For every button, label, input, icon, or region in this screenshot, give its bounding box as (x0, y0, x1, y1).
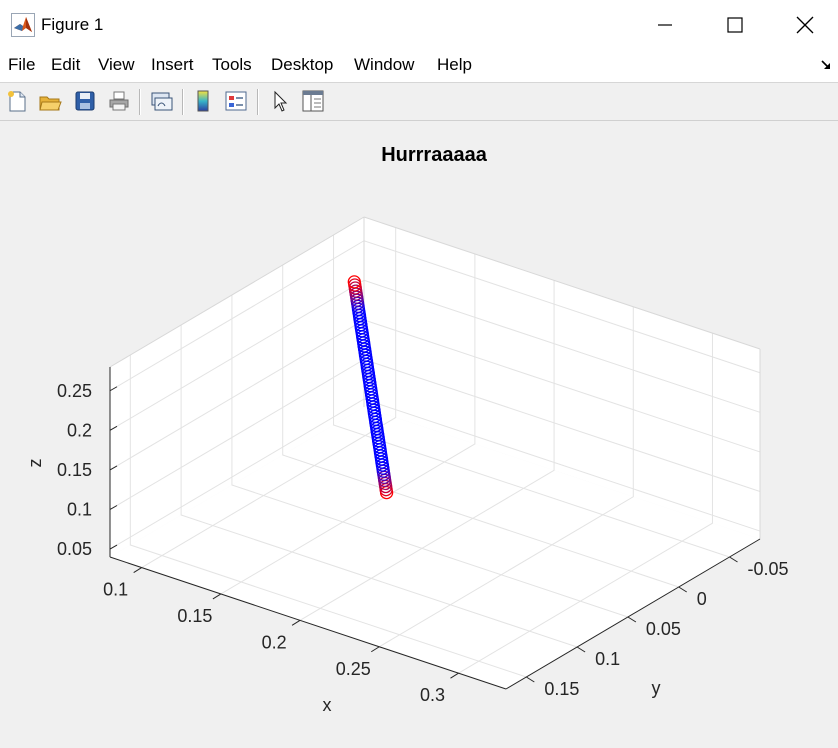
x-tick (450, 672, 459, 679)
minimize-button[interactable] (637, 0, 693, 50)
new-figure-icon (8, 91, 26, 112)
new-figure-button[interactable] (3, 87, 31, 115)
x-tick-label: 0.1 (103, 580, 128, 600)
maximize-button[interactable] (707, 0, 763, 50)
z-axis-label: z (25, 459, 45, 468)
x-tick (371, 646, 380, 653)
menu-window[interactable]: Window (354, 55, 415, 74)
y-tick (576, 646, 586, 653)
menu-edit[interactable]: Edit (51, 55, 81, 74)
insert-legend-button[interactable] (222, 87, 250, 115)
insert-colorbar-button[interactable] (189, 87, 217, 115)
x-tick-label: 0.15 (177, 606, 212, 626)
edit-plot-button[interactable] (266, 87, 294, 115)
legend-icon (225, 91, 247, 111)
y-tick-label: 0.1 (595, 649, 620, 669)
colorbar-icon (197, 90, 209, 112)
menu-tools[interactable]: Tools (212, 55, 252, 74)
link-plot-button[interactable] (147, 87, 175, 115)
link-plot-icon (151, 92, 173, 111)
box-edge (363, 216, 761, 350)
z-tick (109, 386, 118, 392)
z-tick-label: 0.2 (67, 420, 92, 440)
save-figure-button[interactable] (71, 87, 99, 115)
x-axis-line (109, 556, 507, 690)
menu-help[interactable]: Help (437, 55, 472, 74)
print-icon (109, 91, 129, 111)
y-axis-label: y (652, 678, 661, 698)
x-tick-label: 0.2 (262, 632, 287, 652)
x-tick (212, 593, 222, 600)
open-file-button[interactable] (36, 87, 64, 115)
z-tick-label: 0.05 (57, 539, 92, 559)
menu-insert[interactable]: Insert (151, 55, 194, 74)
data-point (347, 275, 361, 289)
matlab-logo-icon (11, 13, 35, 37)
property-inspector-icon (302, 90, 324, 112)
box-edge (109, 216, 365, 368)
menu-bar: File Edit View Insert Tools Desktop Wind… (0, 50, 838, 83)
window-title: Figure 1 (41, 15, 104, 34)
property-inspector-button[interactable] (299, 87, 327, 115)
floor-pane (110, 407, 760, 689)
chart-title: Hurrraaaaa (381, 144, 488, 166)
dock-figure-icon[interactable] (820, 59, 832, 71)
toolbar-separator (139, 89, 141, 115)
z-tick-label: 0.15 (57, 460, 92, 480)
menu-view[interactable]: View (98, 55, 135, 74)
z-tick (109, 425, 118, 431)
z-tick (109, 465, 118, 471)
figure-toolbar (0, 83, 838, 121)
y-tick (526, 676, 535, 683)
open-file-icon (39, 96, 62, 111)
y-tick-label: 0.15 (544, 679, 579, 699)
edit-plot-arrow-icon (274, 90, 288, 112)
y-tick (678, 586, 687, 593)
x-axis-label: x (323, 695, 332, 715)
window-title-bar: Figure 1 (0, 0, 838, 50)
x-tick (291, 619, 301, 626)
save-icon (75, 91, 95, 111)
toolbar-separator (182, 89, 184, 115)
y-tick-label: 0 (697, 589, 707, 609)
tick-labels: 0.1 0.15 0.2 0.25 0.3 -0.05 0 0.05 0.1 0.15 0.05 0.… (57, 381, 789, 705)
scatter-series (347, 275, 394, 500)
z-tick-label: 0.1 (67, 500, 92, 520)
axis-lines (109, 367, 761, 690)
z-tick-label: 0.25 (57, 381, 92, 401)
y-tick (729, 556, 738, 563)
close-button[interactable] (777, 0, 833, 50)
toolbar-separator (257, 89, 259, 115)
axes-3d[interactable]: 0.1 0.15 0.2 0.25 0.3 -0.05 0 0.05 0.1 0.15 0.05 0.… (0, 121, 838, 748)
z-tick (109, 544, 118, 550)
z-tick (109, 505, 118, 510)
x-tick (133, 567, 142, 573)
maximize-icon (727, 17, 743, 33)
y-tick (627, 616, 637, 623)
close-icon (796, 16, 814, 34)
x-tick-label: 0.25 (336, 659, 371, 679)
x-tick-label: 0.3 (420, 685, 445, 705)
menu-file[interactable]: File (8, 55, 36, 74)
y-tick-label: 0.05 (646, 619, 681, 639)
y-axis-line (505, 538, 761, 690)
y-tick-label: -0.05 (748, 559, 789, 579)
menu-desktop[interactable]: Desktop (271, 55, 334, 74)
minimize-icon (658, 24, 672, 26)
print-figure-button[interactable] (105, 87, 133, 115)
